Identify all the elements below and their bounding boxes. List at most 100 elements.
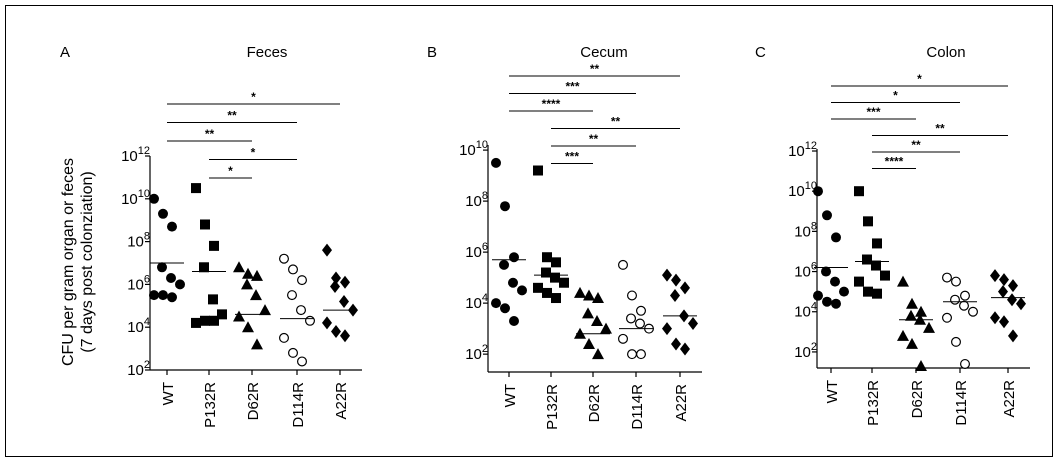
- data-point-diamond: [1008, 279, 1018, 293]
- data-point-square: [200, 315, 210, 326]
- data-point-open-circle: [288, 347, 299, 358]
- panel-c: C Colon 1012 1010 108 106 104 102 WT P132R D62R D11…: [755, 44, 1030, 426]
- y-tick-label-exponent: 12: [805, 140, 817, 152]
- data-point-circle: [508, 277, 518, 288]
- data-point-circle: [175, 279, 185, 290]
- series-a22r: [990, 269, 1026, 343]
- data-point-square: [871, 260, 881, 271]
- series-wt: [813, 186, 849, 309]
- data-point-diamond: [999, 273, 1009, 287]
- data-point-triangle: [897, 329, 909, 341]
- data-point-circle: [500, 303, 510, 314]
- data-point-open-circle: [959, 290, 970, 301]
- y-tick-label-exponent: 8: [811, 220, 817, 232]
- data-point-diamond: [340, 275, 350, 289]
- x-tick-label: A22R: [1001, 380, 1018, 418]
- data-point-triangle: [592, 348, 604, 360]
- data-point-triangle: [233, 261, 245, 273]
- x-tick-label: P132R: [544, 384, 561, 430]
- data-point-diamond: [322, 243, 332, 257]
- y-tick-label-exponent: 10: [476, 139, 488, 151]
- significance-label: **: [611, 115, 621, 129]
- data-point-square: [551, 293, 561, 304]
- data-point-open-circle: [279, 332, 290, 343]
- data-point-circle: [166, 272, 176, 283]
- y-tick-label: 102: [794, 341, 817, 361]
- data-point-diamond: [671, 273, 681, 287]
- x-tick-label: WT: [502, 384, 519, 407]
- data-point-square: [541, 267, 551, 278]
- data-point-triangle: [241, 278, 253, 290]
- data-point-square: [217, 309, 227, 320]
- data-point-triangle: [897, 275, 909, 287]
- data-point-square: [854, 186, 864, 197]
- series-a22r: [322, 243, 358, 343]
- data-point-triangle: [905, 309, 917, 321]
- data-point-open-circle: [950, 336, 961, 347]
- significance-label: **: [935, 122, 945, 136]
- data-point-open-circle: [287, 290, 298, 301]
- data-point-open-circle: [297, 275, 308, 286]
- data-point-square: [550, 272, 560, 283]
- data-point-circle: [499, 259, 509, 270]
- data-point-circle: [517, 285, 527, 296]
- x-tick-label: D62R: [586, 384, 603, 423]
- data-point-triangle: [251, 269, 263, 281]
- series-d62r: [233, 261, 271, 350]
- x-tick-label: WT: [160, 382, 177, 405]
- x-tick-label: D62R: [909, 380, 926, 419]
- data-point-triangle: [591, 314, 603, 326]
- series-d62r: [574, 286, 612, 360]
- data-point-open-circle: [617, 333, 628, 344]
- y-tick-label-exponent: 6: [144, 273, 150, 285]
- data-point-square: [533, 165, 543, 176]
- panel-title: Feces: [247, 44, 288, 61]
- data-point-circle: [491, 157, 501, 168]
- data-point-diamond: [999, 315, 1009, 329]
- x-tick-label: D114R: [953, 380, 970, 426]
- x-tick-label: A22R: [333, 382, 350, 420]
- y-tick-label-exponent: 6: [482, 241, 488, 253]
- x-tick-label: P132R: [202, 382, 219, 428]
- data-point-open-circle: [967, 306, 978, 317]
- data-point-triangle: [600, 322, 612, 334]
- significance-label: **: [911, 138, 921, 152]
- data-point-open-circle: [279, 253, 290, 264]
- data-point-square: [191, 183, 201, 194]
- y-tick-label: 104: [465, 292, 488, 312]
- data-point-diamond: [662, 268, 672, 282]
- data-point-open-circle: [958, 300, 969, 311]
- data-point-triangle: [915, 305, 927, 317]
- y-tick-label-exponent: 2: [144, 359, 150, 371]
- data-point-open-circle: [305, 315, 316, 326]
- data-point-square: [880, 270, 890, 281]
- data-point-diamond: [662, 322, 672, 336]
- data-point-diamond: [1007, 293, 1017, 307]
- y-tick-label: 1010: [788, 180, 817, 200]
- y-tick-label-exponent: 2: [482, 343, 488, 355]
- data-point-triangle: [592, 292, 604, 304]
- panel-title: Cecum: [580, 44, 628, 61]
- data-point-square: [533, 282, 543, 293]
- data-point-open-circle: [297, 356, 308, 367]
- significance-label: **: [589, 132, 599, 146]
- significance-label: **: [590, 62, 600, 76]
- data-point-circle: [830, 276, 840, 287]
- x-tick-label: D62R: [245, 382, 262, 421]
- y-tick-label: 1010: [121, 188, 150, 208]
- data-point-triangle: [583, 337, 595, 349]
- data-point-diamond: [340, 329, 350, 343]
- data-point-circle: [822, 210, 832, 221]
- data-point-open-circle: [288, 264, 299, 275]
- data-point-triangle: [923, 321, 935, 333]
- data-point-open-circle: [296, 305, 307, 316]
- significance-label: *: [228, 164, 233, 178]
- data-point-circle: [813, 186, 823, 197]
- data-point-square: [872, 288, 882, 299]
- data-point-circle: [831, 232, 841, 243]
- data-point-square: [559, 277, 569, 288]
- series-d114r: [279, 253, 316, 367]
- data-point-triangle: [242, 267, 254, 279]
- significance-label: ***: [565, 150, 579, 164]
